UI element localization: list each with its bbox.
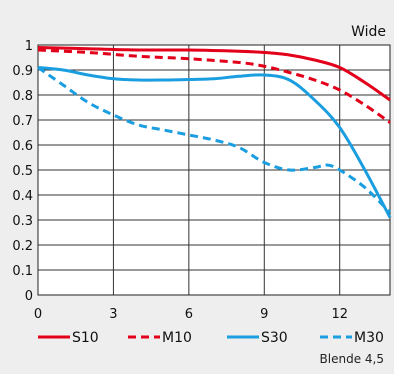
y-axis: 0 0.1 0.2 0.3 0.4 0.5 0.6 0.7 0.8 0.9 1: [12, 39, 33, 304]
legend-label-s10: S10: [72, 330, 99, 346]
y-tick-label: 0.6: [12, 139, 33, 154]
x-tick-label: 0: [34, 307, 42, 322]
x-tick-label: 12: [331, 307, 348, 322]
y-tick-label: 0.3: [12, 214, 33, 229]
series-lines: [37, 46, 392, 219]
legend-label-m30: M30: [354, 330, 384, 346]
y-tick-label: 0.5: [12, 164, 33, 179]
x-tick-label: 3: [109, 307, 117, 322]
legend-label-m10: M10: [162, 330, 192, 346]
y-tick-label: 1: [25, 39, 33, 54]
series-line-s30: [37, 66, 392, 219]
y-tick-label: 0.4: [12, 189, 33, 204]
legend: S10 M10 S30 M30: [38, 330, 384, 346]
y-tick-label: 0.9: [12, 64, 33, 79]
y-tick-label: 0.2: [12, 239, 33, 254]
x-axis: 0 3 6 9 12: [34, 307, 348, 322]
series-line-s10: [37, 46, 391, 102]
x-tick-label: 9: [260, 307, 268, 322]
y-tick-label: 0: [25, 289, 33, 304]
legend-label-s30: S30: [261, 330, 288, 346]
plot-border: [37, 44, 391, 296]
x-tick-label: 6: [185, 307, 193, 322]
series-line-m10: [37, 48, 391, 124]
grid: [37, 44, 391, 296]
y-tick-label: 0.7: [12, 114, 33, 129]
y-tick-label: 0.8: [12, 89, 33, 104]
y-tick-label: 0.1: [12, 264, 33, 279]
series-line-m30: [37, 66, 392, 214]
chart-title: Wide: [351, 24, 386, 40]
aperture-note: Blende 4,5: [320, 352, 384, 366]
